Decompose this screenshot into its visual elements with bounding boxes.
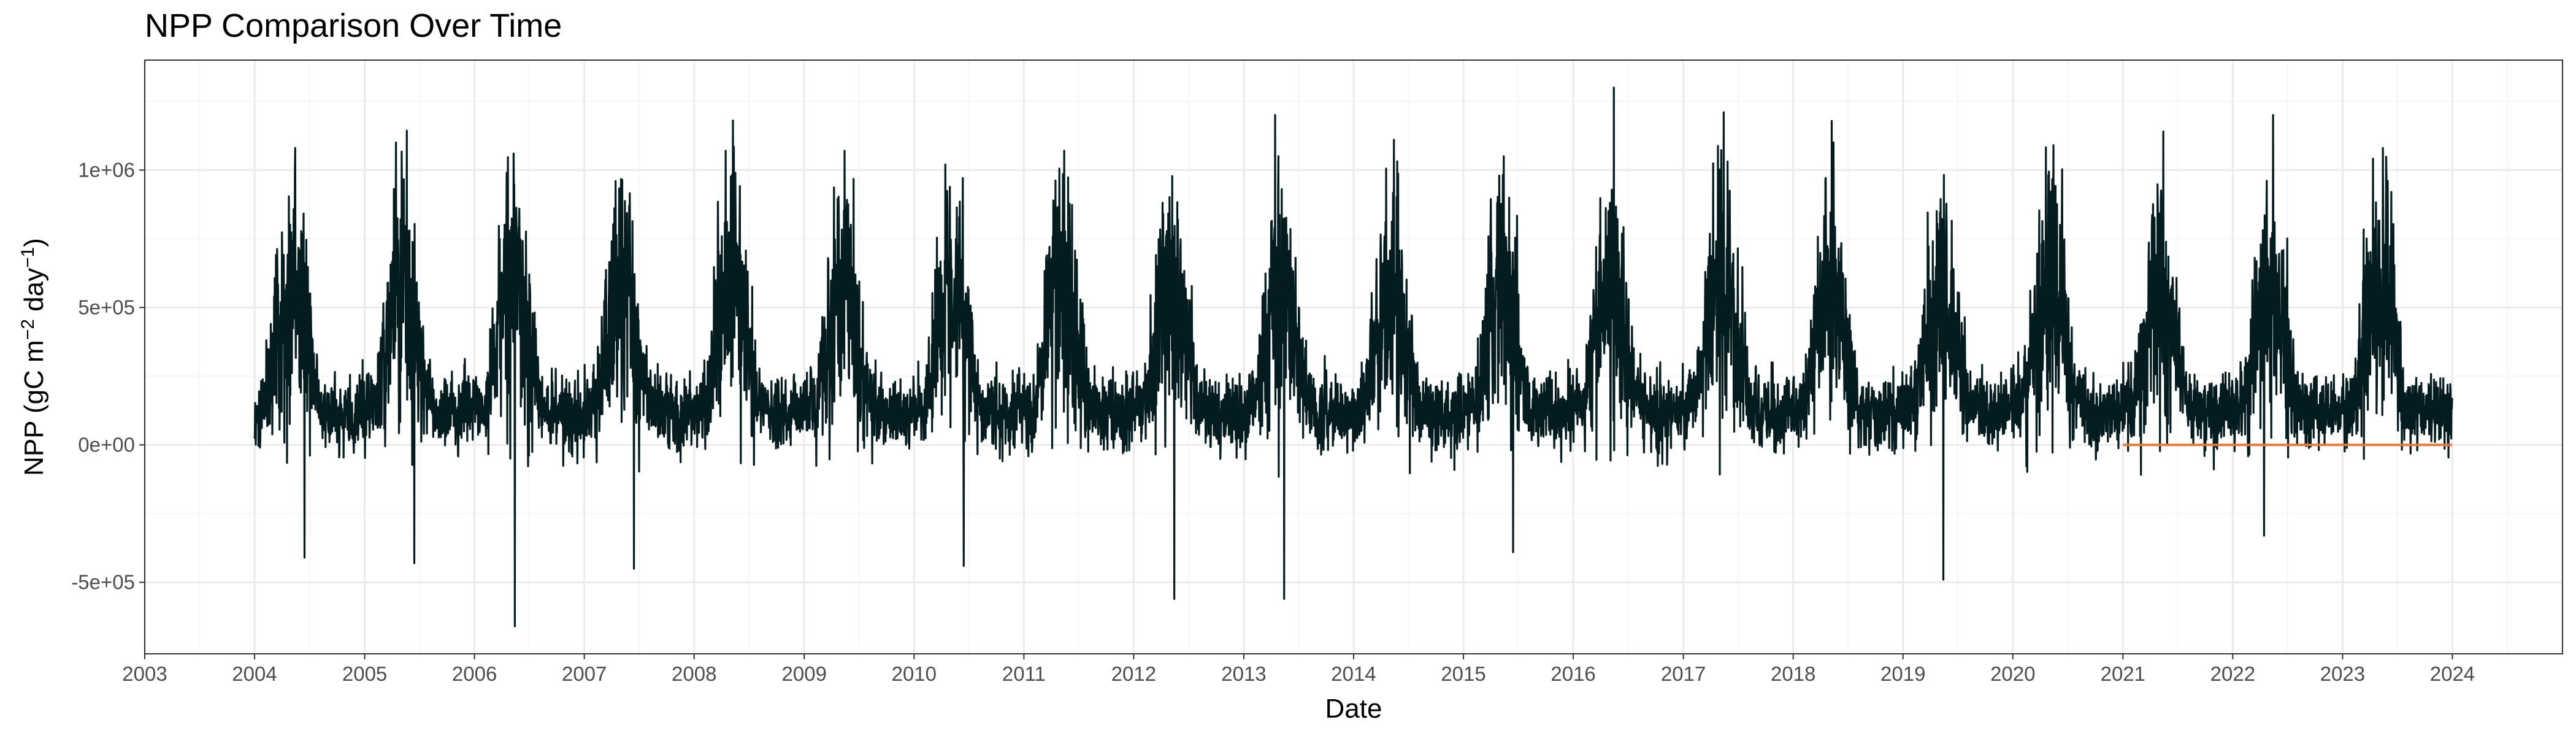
x-tick-label: 2015 xyxy=(1441,662,1485,685)
y-tick-label: 0e+00 xyxy=(78,433,135,456)
series-layer xyxy=(253,86,2453,627)
x-tick-label: 2012 xyxy=(1111,662,1156,685)
x-tick-label: 2021 xyxy=(2101,662,2145,685)
x-tick-label: 2014 xyxy=(1331,662,1376,685)
x-tick-label: 2018 xyxy=(1771,662,1815,685)
x-tick-label: 2022 xyxy=(2210,662,2255,685)
x-tick-label: 2016 xyxy=(1551,662,1595,685)
y-axis-title-part3: ) xyxy=(19,238,49,247)
x-tick-label: 2024 xyxy=(2430,662,2475,685)
x-tick-label: 2011 xyxy=(1002,662,1046,685)
y-axis-title-part2: day xyxy=(19,268,49,319)
x-axis-title: Date xyxy=(1325,694,1382,724)
x-tick-label: 2010 xyxy=(892,662,937,685)
y-axis-ticks: -5e+05 0e+00 5e+05 1e+06 xyxy=(71,158,145,593)
x-tick-label: 2008 xyxy=(672,662,716,685)
chart-title: NPP Comparison Over Time xyxy=(145,7,562,44)
npp-series-line xyxy=(253,86,2453,627)
y-tick-label: 1e+06 xyxy=(78,158,135,181)
y-axis-title-part1: NPP (gC m xyxy=(19,340,49,476)
x-tick-label: 2005 xyxy=(342,662,387,685)
x-tick-label: 2004 xyxy=(232,662,277,685)
x-tick-label: 2023 xyxy=(2320,662,2365,685)
x-tick-label: 2019 xyxy=(1880,662,1925,685)
x-tick-label: 2006 xyxy=(452,662,497,685)
x-tick-label: 2003 xyxy=(122,662,167,685)
x-tick-label: 2017 xyxy=(1661,662,1706,685)
x-tick-label: 2007 xyxy=(562,662,607,685)
y-axis-title: NPP (gC m−2 day−1) xyxy=(18,238,49,476)
x-tick-label: 2020 xyxy=(1990,662,2035,685)
y-axis-title-sup1: −2 xyxy=(18,319,38,340)
y-axis-title-sup2: −1 xyxy=(18,247,38,268)
y-tick-label: -5e+05 xyxy=(71,570,135,593)
x-tick-label: 2009 xyxy=(782,662,827,685)
x-tick-label: 2013 xyxy=(1221,662,1266,685)
y-tick-label: 5e+05 xyxy=(78,296,135,318)
x-axis-ticks: 2003 2004 2005 2006 2007 2008 2009 2010 2011 2012… xyxy=(122,654,2475,685)
